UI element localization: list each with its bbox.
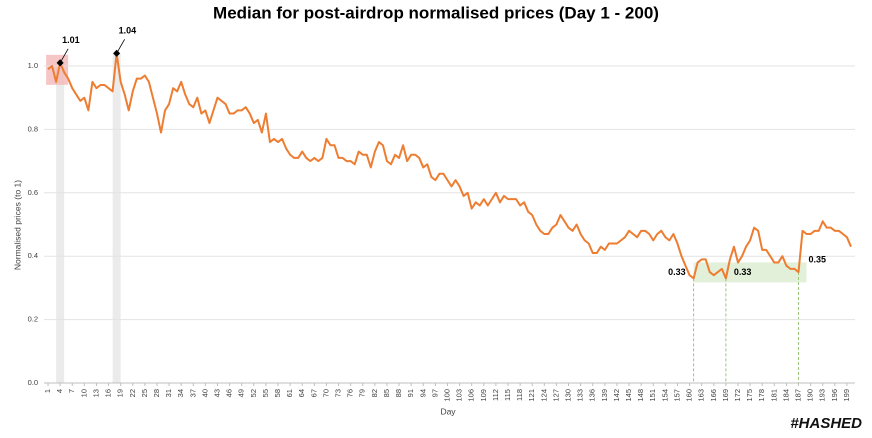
- x-tick-label: 148: [636, 389, 645, 402]
- x-tick-label: 58: [273, 389, 282, 397]
- x-tick-label: 13: [91, 389, 100, 397]
- x-tick-label: 157: [672, 389, 681, 402]
- x-tick-label: 97: [430, 389, 439, 397]
- annotation-leader: [116, 39, 125, 54]
- highlight-column: [56, 62, 65, 384]
- x-tick-label: 109: [479, 389, 488, 402]
- x-tick-label: 103: [455, 389, 464, 402]
- x-tick-label: 106: [467, 389, 476, 402]
- line-series: [47, 52, 852, 280]
- highlight-column: [112, 53, 121, 383]
- x-tick-label: 178: [757, 389, 766, 402]
- x-tick-label: 160: [685, 389, 694, 402]
- x-tick-label: 127: [551, 389, 560, 402]
- x-tick-label: 37: [188, 389, 197, 397]
- x-tick-label: 94: [418, 389, 427, 397]
- x-tick-label: 31: [164, 389, 173, 397]
- x-tick-label: 181: [769, 389, 778, 402]
- x-tick-label: 172: [733, 389, 742, 402]
- x-tick-label: 145: [624, 389, 633, 402]
- highlight-band: [693, 262, 807, 283]
- annotation-label: 1.01: [62, 35, 80, 45]
- x-tick-label: 100: [442, 389, 451, 402]
- x-tick-label: 175: [745, 389, 754, 402]
- x-tick-label: 40: [200, 389, 209, 397]
- x-tick-label: 19: [116, 389, 125, 397]
- x-tick-label: 133: [576, 389, 585, 402]
- highlights: [46, 53, 807, 384]
- x-tick-label: 52: [249, 389, 258, 397]
- chart-title: Median for post-airdrop normalised price…: [213, 3, 659, 22]
- y-tick-label: 0.8: [28, 124, 38, 133]
- y-tick-label: 0.4: [28, 251, 38, 260]
- x-tick-label: 142: [612, 389, 621, 402]
- x-tick-label: 193: [818, 389, 827, 402]
- x-tick-label: 16: [104, 389, 113, 397]
- y-tick-label: 0.0: [28, 378, 38, 387]
- x-tick-label: 64: [297, 389, 306, 397]
- x-tick-label: 136: [588, 389, 597, 402]
- x-tick-label: 34: [176, 389, 185, 397]
- annotation-leader: [59, 48, 69, 64]
- x-tick-label: 118: [515, 389, 524, 401]
- x-tick-label: 187: [793, 389, 802, 402]
- x-tick-label: 76: [346, 389, 355, 397]
- x-tick-label: 10: [79, 389, 88, 397]
- x-tick-label: 196: [830, 389, 839, 402]
- x-tick-label: 115: [503, 389, 512, 401]
- x-tick-label: 130: [564, 389, 573, 402]
- x-tick-label: 55: [261, 389, 270, 397]
- x-tick-label: 28: [152, 389, 161, 397]
- x-tick-label: 88: [394, 389, 403, 397]
- y-axis-label: Normalised prices (to 1): [12, 180, 22, 270]
- x-tick-label: 82: [370, 389, 379, 397]
- x-tick-label: 1: [43, 389, 52, 393]
- x-tick-label: 151: [648, 389, 657, 402]
- x-tick-label: 61: [285, 389, 294, 397]
- x-tick-label: 22: [128, 389, 137, 397]
- annotation-label: 0.33: [668, 267, 686, 277]
- x-tick-label: 43: [212, 389, 221, 397]
- x-tick-label: 25: [140, 389, 149, 397]
- x-tick-label: 169: [721, 389, 730, 402]
- x-tick-label: 184: [781, 389, 790, 402]
- x-tick-label: 154: [660, 389, 669, 402]
- x-tick-label: 163: [697, 389, 706, 402]
- x-tick-label: 112: [491, 389, 500, 401]
- x-axis-label: Day: [440, 406, 456, 416]
- x-tick-label: 4: [55, 389, 64, 393]
- annotation-label: 0.33: [734, 267, 752, 277]
- y-tick-label: 0.6: [28, 188, 38, 197]
- annotation-label: 1.04: [119, 26, 137, 36]
- x-tick-label: 139: [600, 389, 609, 402]
- logo: #HASHED: [790, 415, 862, 432]
- x-tick-label: 91: [406, 389, 415, 397]
- x-tick-label: 85: [382, 389, 391, 397]
- x-tick-label: 79: [358, 389, 367, 397]
- y-tick-label: 0.2: [28, 315, 38, 324]
- x-tick-label: 166: [709, 389, 718, 402]
- x-tick-label: 124: [539, 389, 548, 402]
- x-tick-label: 46: [225, 389, 234, 397]
- x-tick-label: 67: [309, 389, 318, 397]
- x-tick-label: 49: [237, 389, 246, 397]
- x-tick-label: 7: [67, 389, 76, 393]
- x-tick-label: 70: [321, 389, 330, 397]
- x-tick-label: 73: [334, 389, 343, 397]
- y-tick-label: 1.0: [28, 61, 38, 70]
- x-tick-label: 190: [806, 389, 815, 402]
- annotation-label: 0.35: [809, 254, 827, 264]
- x-tick-label: 199: [842, 389, 851, 402]
- x-tick-label: 121: [527, 389, 536, 402]
